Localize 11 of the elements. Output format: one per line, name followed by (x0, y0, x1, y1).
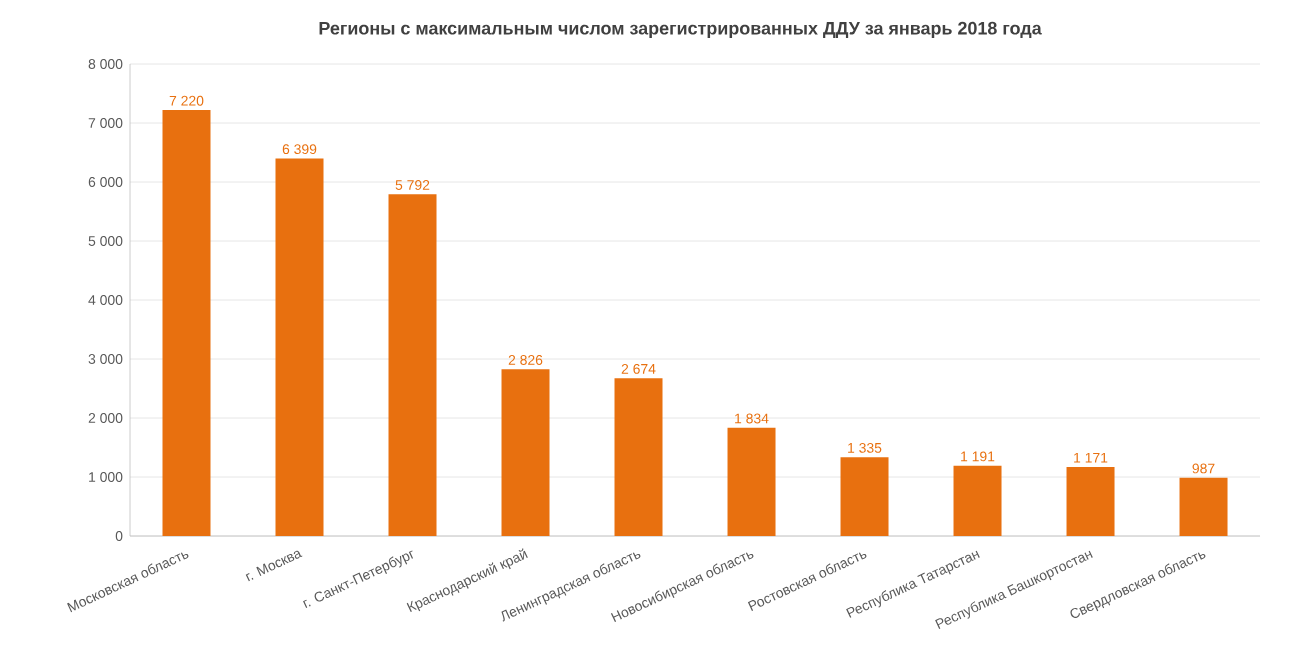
bar (1066, 466, 1115, 536)
bar (614, 378, 663, 536)
bar (953, 465, 1002, 536)
bar (162, 110, 211, 536)
bar (501, 369, 550, 536)
bar (727, 427, 776, 536)
bar (1179, 477, 1228, 536)
chart-title: Регионы с максимальным числом зарегистрированных ДДУ за январь 2018 года (319, 21, 1042, 39)
bar (388, 194, 437, 536)
bar (840, 457, 889, 536)
bar (275, 158, 324, 536)
